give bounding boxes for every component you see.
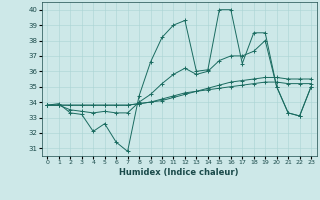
X-axis label: Humidex (Indice chaleur): Humidex (Indice chaleur): [119, 168, 239, 177]
